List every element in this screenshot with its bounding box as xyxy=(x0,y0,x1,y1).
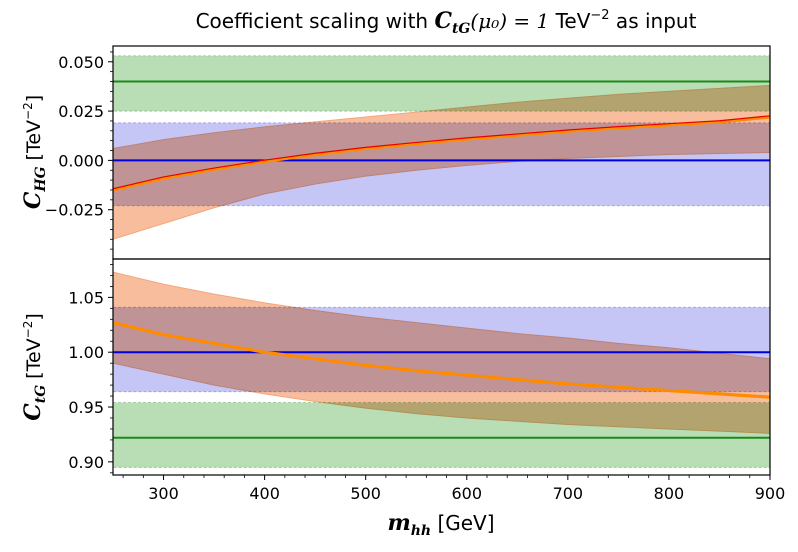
top-ytick-label: −0.025 xyxy=(45,201,104,220)
xtick-label: 900 xyxy=(755,484,786,503)
top-panel: −0.025 0.000 0.025 0.050 CHG[TeV−2] xyxy=(20,45,771,260)
bottom-panel-frame xyxy=(112,258,771,476)
xtick-label: 800 xyxy=(654,484,685,503)
bottom-panel: 0.90 0.95 1.00 1.05 CtG[TeV−2] xyxy=(20,258,771,476)
top-orange-line xyxy=(113,115,770,192)
bottom-ytick-label: 1.00 xyxy=(68,343,104,362)
bottom-ytick-label: 1.05 xyxy=(68,288,104,307)
bottom-orange-line xyxy=(113,321,770,399)
bottom-ylabel: CtG[TeV−2] xyxy=(20,313,49,421)
bottom-ytick-label: 0.95 xyxy=(68,398,104,417)
x-axis-label: mhh [GeV] xyxy=(387,510,494,539)
xtick-label: 500 xyxy=(350,484,381,503)
chart-title: Coefficient scaling with CtG(μ₀) = 1 TeV… xyxy=(196,8,697,37)
xtick-label: 700 xyxy=(553,484,584,503)
top-ytick-label: 0.000 xyxy=(58,151,104,170)
top-ytick-label: 0.025 xyxy=(58,102,104,121)
top-ytick-label: 0.050 xyxy=(58,53,104,72)
top-orange-band xyxy=(113,84,770,240)
bottom-ytick-label: 0.90 xyxy=(68,453,104,472)
xtick-label: 400 xyxy=(249,484,280,503)
xtick-label: 600 xyxy=(451,484,482,503)
top-ylabel: CHG[TeV−2] xyxy=(20,95,49,209)
x-axis: 300 400 500 600 700 800 900 xyxy=(122,475,786,503)
xtick-label: 300 xyxy=(148,484,179,503)
top-red-line xyxy=(113,115,770,190)
